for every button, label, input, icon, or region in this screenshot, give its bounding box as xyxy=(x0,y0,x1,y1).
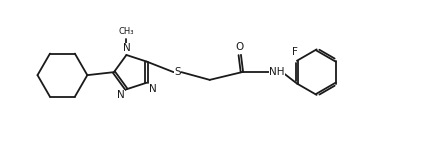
Text: N: N xyxy=(116,90,124,100)
Text: CH₃: CH₃ xyxy=(118,27,134,36)
Text: S: S xyxy=(174,67,181,77)
Text: F: F xyxy=(292,47,298,57)
Text: N: N xyxy=(149,84,157,94)
Text: O: O xyxy=(236,41,244,52)
Text: NH: NH xyxy=(270,67,285,77)
Text: N: N xyxy=(123,43,131,53)
